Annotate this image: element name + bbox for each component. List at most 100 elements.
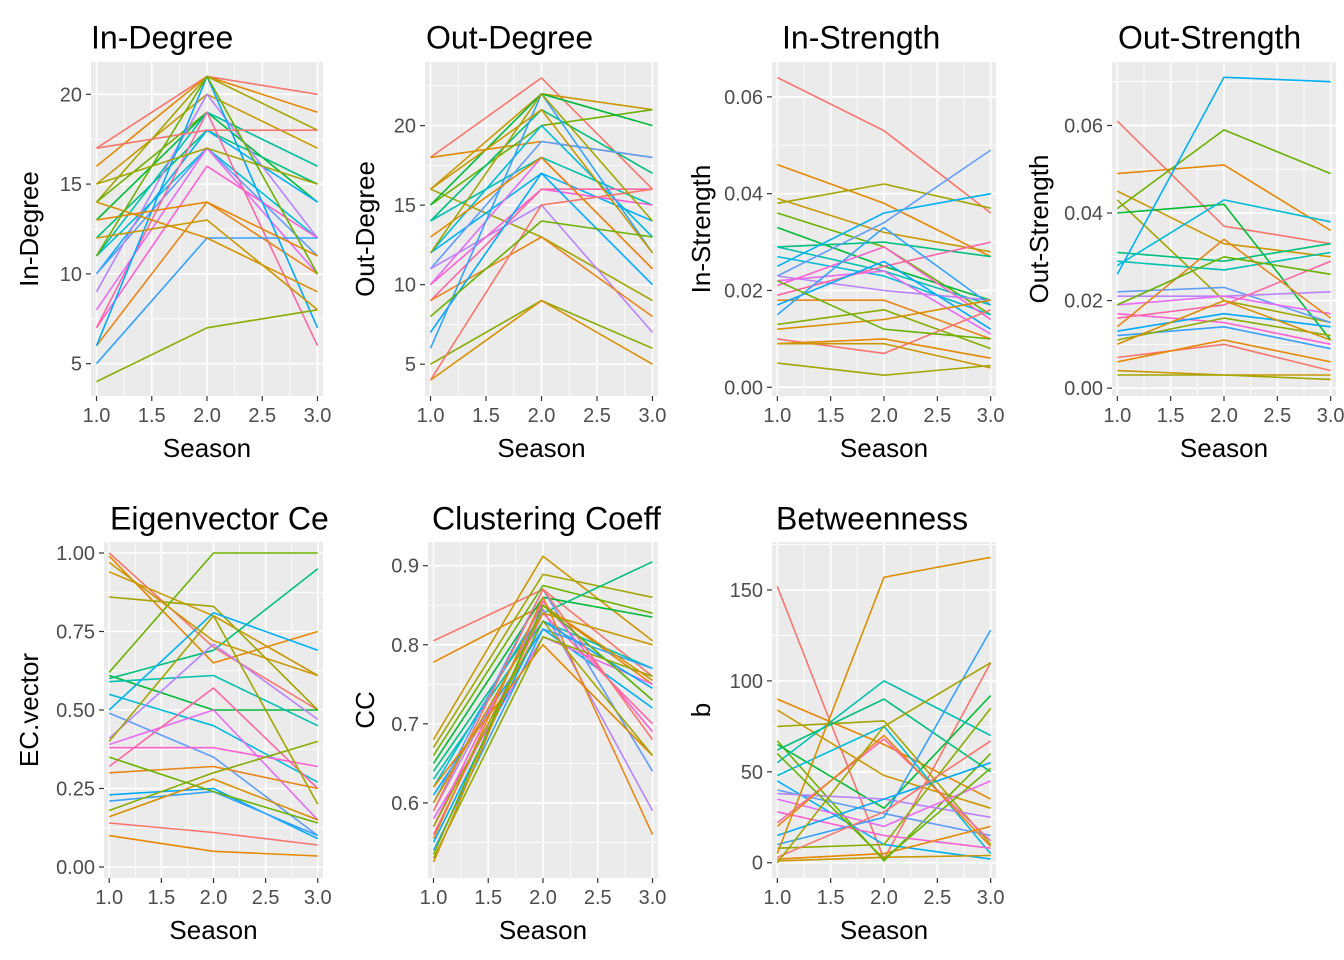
series-line [429, 93, 654, 254]
series-line [1116, 129, 1332, 210]
series-line [776, 709, 991, 809]
x-tick-label: 1.5 [817, 887, 845, 909]
series-line [777, 789, 991, 837]
series-line [108, 568, 319, 680]
y-tick-label: 0.02 [724, 280, 763, 302]
series-line [777, 338, 991, 359]
x-tick-label: 2.5 [248, 405, 276, 427]
panel-title: Out-Strength [1118, 19, 1301, 55]
series-line [777, 299, 991, 330]
series-line [108, 687, 319, 790]
series-group [776, 556, 992, 864]
series-line [432, 588, 654, 812]
series-line [432, 555, 653, 741]
series-line [776, 698, 992, 773]
panel-title: In-Degree [91, 19, 233, 55]
series-line [777, 342, 991, 369]
y-axis-title: EC.vector [14, 653, 44, 767]
x-tick-label: 1.5 [1157, 405, 1185, 427]
series-line [109, 765, 318, 790]
y-tick-label: 0.04 [724, 184, 763, 206]
series-line [776, 556, 991, 854]
series-line [96, 147, 318, 185]
y-tick-label: 0.00 [56, 857, 95, 879]
x-tick-label: 1.0 [417, 405, 445, 427]
series-line [430, 299, 653, 381]
series-line [1116, 76, 1331, 275]
y-axis-title: In-Degree [14, 171, 44, 287]
series-group [776, 76, 992, 377]
x-axis-title: Season [840, 433, 928, 463]
series-line [95, 165, 318, 329]
series-line [776, 76, 992, 214]
series-line [1116, 199, 1331, 267]
panel-title: In-Strength [782, 19, 940, 55]
x-tick-label: 3.0 [639, 887, 667, 909]
x-tick-label: 1.5 [474, 887, 502, 909]
x-tick-label: 3.0 [639, 405, 667, 427]
series-line [776, 740, 992, 862]
panel-title: Betweenness [776, 500, 968, 536]
x-tick-label: 1.0 [763, 887, 791, 909]
y-tick-label: 10 [394, 275, 416, 297]
series-line [429, 220, 653, 318]
x-tick-label: 2.5 [1263, 405, 1291, 427]
y-tick-label: 0.25 [56, 779, 95, 801]
x-tick-label: 2.0 [529, 887, 557, 909]
series-line [776, 698, 992, 800]
y-tick-label: 0.8 [391, 635, 419, 657]
x-tick-label: 1.0 [763, 405, 791, 427]
series-line [776, 662, 992, 864]
y-tick-label: 0.50 [56, 700, 95, 722]
series-line [1117, 312, 1331, 346]
series-line [108, 552, 318, 673]
x-tick-label: 2.0 [528, 405, 556, 427]
y-tick-label: 0.06 [1064, 115, 1103, 137]
x-tick-label: 2.0 [870, 887, 898, 909]
y-tick-label: 50 [741, 762, 763, 784]
series-line [432, 584, 653, 756]
y-tick-label: 0 [752, 853, 763, 875]
panel-clustering-coefficient: 0.6 0.7 0.8 0.9 1.0 1.5 2.0 2.5 3.0 Season CC Clust… [350, 500, 666, 945]
y-tick-label: 10 [60, 264, 82, 286]
series-line [109, 787, 319, 840]
x-axis-title: Season [163, 433, 251, 463]
series-line [429, 140, 653, 270]
series-line [96, 201, 318, 257]
series-line [777, 854, 991, 862]
x-tick-label: 3.0 [304, 405, 332, 427]
y-tick-label: 5 [71, 354, 82, 376]
panel-in-degree: 5 10 15 20 1.0 1.5 2.0 2.5 3.0 Season In-Degree In-… [14, 19, 331, 463]
y-tick-label: 0.00 [724, 377, 763, 399]
y-tick-label: 5 [405, 354, 416, 376]
series-line [1117, 295, 1331, 315]
series-line [1116, 120, 1331, 245]
x-tick-label: 1.0 [1103, 405, 1131, 427]
y-tick-label: 100 [730, 671, 763, 693]
y-tick-label: 0.02 [1064, 291, 1103, 313]
series-line [108, 614, 319, 805]
panel-out-degree: 5 10 15 20 1.0 1.5 2.0 2.5 3.0 Season Out-Degree Ou… [350, 19, 666, 463]
x-tick-label: 1.0 [83, 405, 111, 427]
series-line [109, 596, 319, 711]
x-tick-label: 2.0 [200, 887, 228, 909]
series-line [777, 275, 991, 301]
series-line [777, 811, 991, 849]
x-tick-label: 1.5 [817, 405, 845, 427]
series-line [108, 552, 319, 711]
y-tick-label: 20 [60, 84, 82, 106]
y-axis-title: In-Strength [686, 165, 716, 294]
x-tick-label: 2.0 [193, 405, 221, 427]
series-line [1117, 251, 1331, 271]
series-line [776, 753, 992, 860]
y-axis-title: CC [350, 691, 380, 729]
panel-eigenvector-centrality: 0.00 0.25 0.50 0.75 1.00 1.0 1.5 2.0 2.5 3.0 Seaso… [14, 500, 332, 945]
x-axis-title: Season [1180, 433, 1268, 463]
series-line [776, 226, 992, 316]
series-line [776, 738, 992, 842]
panel-in-strength: 0.00 0.02 0.04 0.06 1.0 1.5 2.0 2.5 3.0 Season In-… [686, 19, 1005, 463]
series-line [109, 674, 319, 727]
series-line [108, 555, 319, 664]
x-tick-label: 2.0 [1210, 405, 1238, 427]
series-line [109, 746, 318, 768]
